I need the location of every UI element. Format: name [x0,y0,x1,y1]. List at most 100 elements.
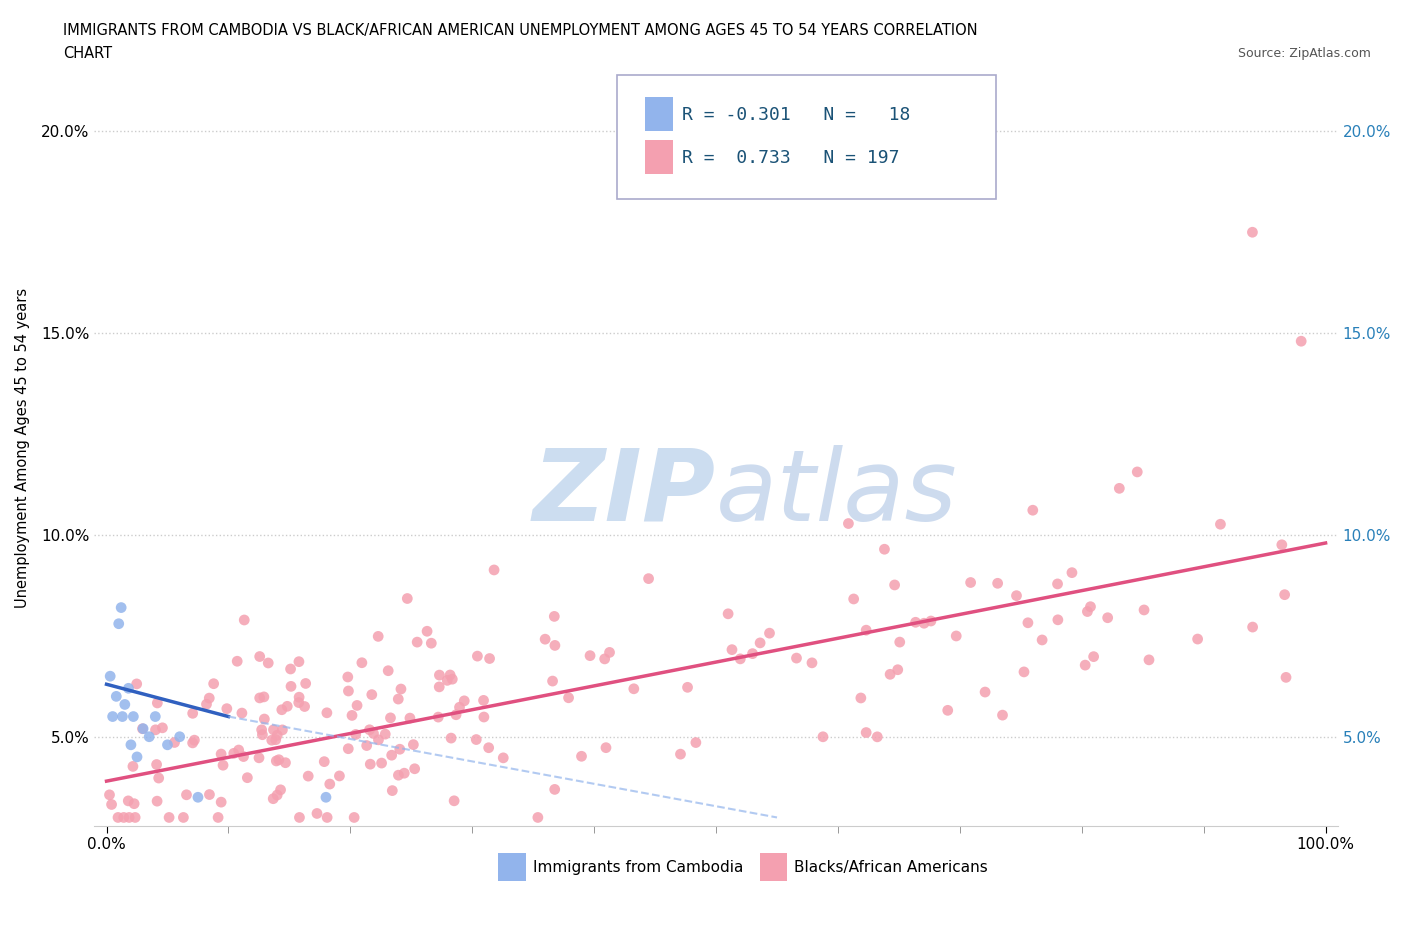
Point [222,746,245,761]
Text: ZIP: ZIP [533,445,716,542]
Point [595,740,617,755]
Point [228,742,250,757]
Point [811,729,834,744]
Point [315,705,337,720]
Point [122,759,145,774]
Point [478,740,501,755]
Point [111,709,134,724]
Point [1060,565,1083,580]
Point [280,661,302,676]
Point [758,626,780,641]
Point [314,754,336,769]
Point [842,591,865,606]
Point [1241,619,1264,634]
Point [163,735,186,750]
Point [444,708,467,723]
Point [449,699,471,714]
Point [112,810,135,825]
Point [328,768,350,783]
Point [343,810,366,825]
Point [1083,649,1105,664]
Point [987,576,1010,591]
Point [904,615,927,630]
Point [250,723,273,737]
Point [1241,225,1264,240]
Point [356,738,378,753]
Point [264,732,287,747]
Point [198,691,221,706]
Point [1080,599,1102,614]
Point [685,735,707,750]
Point [1046,612,1069,627]
Text: Source: ZipAtlas.com: Source: ZipAtlas.com [1237,46,1371,60]
Point [579,648,602,663]
Point [406,634,429,649]
Point [541,673,564,688]
Text: IMMIGRANTS FROM CAMBODIA VS BLACK/AFRICAN AMERICAN UNEMPLOYMENT AMONG AGES 45 TO: IMMIGRANTS FROM CAMBODIA VS BLACK/AFRICA… [63,23,979,38]
Point [381,748,404,763]
Point [337,741,360,756]
Point [873,542,896,557]
Point [1076,604,1098,619]
Point [187,790,209,804]
Point [271,723,294,737]
Point [440,731,463,746]
Point [344,727,367,742]
Point [288,690,311,705]
Point [482,563,505,578]
Point [131,722,153,737]
Point [420,636,443,651]
Point [377,663,399,678]
Point [472,710,495,724]
Point [1209,517,1232,532]
Point [266,753,288,768]
Point [169,729,191,744]
Point [389,682,412,697]
Point [280,679,302,694]
Point [363,726,385,741]
Point [936,703,959,718]
Point [749,635,772,650]
Point [233,613,256,628]
Point [340,708,363,723]
Point [741,646,763,661]
Point [991,708,1014,723]
Point [1005,588,1028,603]
Point [249,690,271,705]
Point [1074,658,1097,672]
Point [316,810,339,825]
Point [107,617,129,631]
Point [132,722,155,737]
Point [730,651,752,666]
Point [883,578,905,592]
Point [337,684,360,698]
Point [125,750,148,764]
Point [138,729,160,744]
Point [544,782,567,797]
Point [1097,610,1119,625]
FancyBboxPatch shape [645,140,672,174]
Point [1031,632,1053,647]
Point [396,591,419,606]
Point [263,723,285,737]
Point [879,667,901,682]
Point [247,751,270,765]
Point [543,609,565,624]
Point [478,651,501,666]
Point [107,810,129,825]
Point [236,770,259,785]
Point [1137,653,1160,668]
Point [262,791,284,806]
Point [571,749,593,764]
Text: CHART: CHART [63,46,112,61]
Point [1271,538,1294,552]
Point [785,651,807,666]
Point [380,711,402,725]
Point [232,750,254,764]
Point [148,771,170,786]
Point [257,656,280,671]
Point [801,656,824,671]
Point [350,656,373,671]
Point [849,691,872,706]
Point [117,681,139,696]
